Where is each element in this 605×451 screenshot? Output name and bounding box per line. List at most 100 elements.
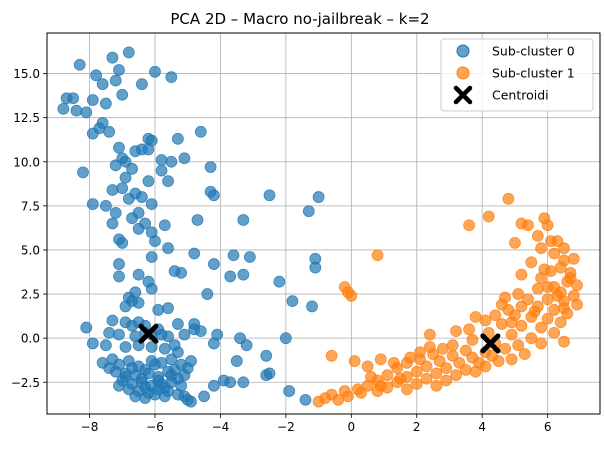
point-sub-cluster-0 — [283, 385, 296, 397]
point-sub-cluster-0 — [178, 369, 191, 382]
point-sub-cluster-0 — [224, 376, 237, 389]
point-sub-cluster-1 — [482, 210, 495, 223]
point-sub-cluster-0 — [99, 97, 112, 110]
point-sub-cluster-0 — [312, 191, 325, 203]
point-sub-cluster-1 — [535, 321, 548, 334]
point-sub-cluster-0 — [109, 159, 122, 172]
point-sub-cluster-0 — [109, 74, 122, 87]
point-sub-cluster-0 — [178, 328, 191, 341]
point-sub-cluster-0 — [240, 339, 253, 352]
point-sub-cluster-1 — [325, 349, 338, 362]
point-sub-cluster-1 — [365, 371, 377, 383]
point-sub-cluster-0 — [224, 270, 237, 283]
point-sub-cluster-0 — [135, 191, 148, 203]
y-tick-label: 7.5 — [21, 199, 40, 213]
point-sub-cluster-0 — [119, 300, 132, 313]
x-tick-label: 4 — [478, 420, 486, 434]
point-sub-cluster-1 — [401, 383, 413, 396]
point-sub-cluster-0 — [113, 64, 125, 76]
point-sub-cluster-1 — [492, 355, 505, 367]
point-sub-cluster-0 — [116, 88, 129, 101]
point-sub-cluster-0 — [70, 104, 83, 117]
point-sub-cluster-1 — [345, 289, 358, 302]
point-sub-cluster-0 — [90, 69, 102, 82]
point-sub-cluster-1 — [410, 365, 423, 378]
point-sub-cluster-0 — [194, 125, 207, 138]
point-sub-cluster-0 — [158, 342, 171, 355]
point-sub-cluster-0 — [122, 192, 135, 205]
point-sub-cluster-0 — [149, 235, 161, 248]
x-tick-label: −4 — [212, 420, 230, 434]
point-sub-cluster-1 — [381, 369, 394, 382]
point-sub-cluster-0 — [171, 318, 184, 330]
point-sub-cluster-0 — [191, 214, 204, 226]
point-sub-cluster-1 — [450, 369, 462, 382]
point-sub-cluster-1 — [459, 364, 472, 376]
point-sub-cluster-1 — [394, 372, 407, 385]
point-sub-cluster-1 — [528, 305, 541, 318]
point-sub-cluster-1 — [420, 372, 433, 385]
point-sub-cluster-0 — [207, 379, 220, 392]
point-sub-cluster-0 — [119, 171, 132, 184]
point-sub-cluster-0 — [73, 58, 86, 71]
point-sub-cluster-1 — [505, 353, 518, 366]
point-sub-cluster-0 — [106, 314, 119, 327]
point-sub-cluster-0 — [207, 258, 220, 270]
point-sub-cluster-1 — [420, 360, 433, 373]
point-sub-cluster-1 — [571, 298, 583, 311]
point-sub-cluster-1 — [505, 316, 518, 329]
point-sub-cluster-1 — [535, 337, 548, 350]
point-sub-cluster-0 — [279, 332, 292, 345]
point-sub-cluster-1 — [512, 288, 525, 300]
point-sub-cluster-0 — [237, 268, 250, 281]
point-sub-cluster-1 — [499, 342, 512, 355]
point-sub-cluster-1 — [554, 261, 567, 274]
point-sub-cluster-0 — [309, 261, 322, 274]
point-sub-cluster-0 — [194, 325, 207, 337]
point-sub-cluster-0 — [243, 251, 256, 263]
point-sub-cluster-0 — [155, 164, 168, 177]
point-sub-cluster-1 — [541, 293, 554, 306]
point-sub-cluster-1 — [551, 289, 564, 302]
point-sub-cluster-0 — [165, 353, 178, 366]
legend-box — [440, 38, 594, 112]
point-sub-cluster-0 — [93, 122, 106, 135]
point-sub-cluster-1 — [538, 263, 551, 276]
point-sub-cluster-0 — [185, 395, 197, 408]
point-sub-cluster-0 — [119, 371, 132, 383]
x-tick-label: 0 — [347, 420, 355, 434]
point-sub-cluster-0 — [57, 102, 70, 115]
point-sub-cluster-1 — [469, 311, 482, 323]
point-sub-cluster-1 — [515, 268, 528, 281]
point-sub-cluster-1 — [342, 390, 354, 403]
x-tick-label: 2 — [413, 420, 421, 434]
point-sub-cluster-0 — [113, 379, 125, 392]
point-sub-cluster-1 — [531, 282, 544, 295]
point-sub-cluster-1 — [558, 302, 570, 315]
point-sub-cluster-0 — [96, 78, 109, 91]
y-tick-label: −2.5 — [11, 376, 40, 390]
axis-ticks: −8 −6 −4 −2 0 2 4 6 −2.5 0.0 2.5 5.0 7.5 10.0 12.5 15.0 — [11, 67, 552, 434]
point-sub-cluster-1 — [371, 249, 384, 262]
point-sub-cluster-0 — [185, 355, 197, 367]
point-sub-cluster-0 — [171, 132, 184, 145]
point-sub-cluster-1 — [515, 300, 528, 313]
point-sub-cluster-0 — [106, 184, 119, 196]
point-sub-cluster-1 — [430, 367, 443, 380]
x-tick-label: −6 — [146, 420, 164, 434]
point-sub-cluster-0 — [99, 199, 112, 212]
point-sub-cluster-0 — [260, 349, 273, 362]
point-sub-cluster-0 — [126, 212, 138, 225]
point-sub-cluster-0 — [142, 175, 155, 188]
y-tick-label: 5.0 — [21, 243, 40, 257]
point-sub-cluster-1 — [361, 360, 374, 373]
y-tick-label: 10.0 — [13, 155, 40, 169]
y-tick-label: 2.5 — [21, 288, 40, 302]
point-sub-cluster-1 — [541, 312, 554, 325]
point-sub-cluster-0 — [139, 392, 152, 405]
point-sub-cluster-0 — [132, 268, 145, 281]
point-sub-cluster-0 — [145, 251, 158, 263]
point-sub-cluster-1 — [440, 362, 453, 375]
centroid-marker — [480, 333, 501, 354]
point-sub-cluster-1 — [495, 298, 508, 311]
